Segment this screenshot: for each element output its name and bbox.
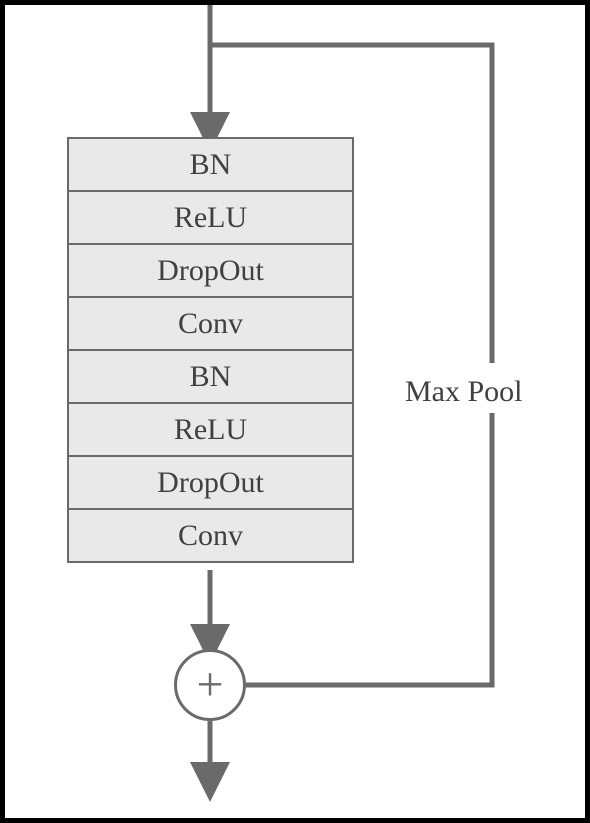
layer-stack: BN ReLU DropOut Conv BN ReLU DropOut Conv (67, 137, 354, 563)
layer-label: BN (190, 148, 232, 182)
layer-relu1: ReLU (67, 190, 354, 245)
diagram-frame: BN ReLU DropOut Conv BN ReLU DropOut Conv + Max… (0, 0, 590, 823)
layer-conv2: Conv (67, 508, 354, 563)
add-symbol: + (196, 661, 223, 709)
layer-relu2: ReLU (67, 402, 354, 457)
layer-conv1: Conv (67, 296, 354, 351)
layer-label: DropOut (157, 254, 264, 288)
layer-bn2: BN (67, 349, 354, 404)
maxpool-label: Max Pool (405, 375, 523, 409)
layer-label: ReLU (174, 413, 247, 447)
layer-label: ReLU (174, 201, 247, 235)
layer-label: Conv (178, 307, 243, 341)
layer-label: Conv (178, 519, 243, 553)
maxpool-label-text: Max Pool (405, 375, 523, 408)
layer-drop1: DropOut (67, 243, 354, 298)
layer-label: BN (190, 360, 232, 394)
layer-bn1: BN (67, 137, 354, 192)
layer-label: DropOut (157, 466, 264, 500)
layer-drop2: DropOut (67, 455, 354, 510)
add-node: + (174, 649, 246, 721)
